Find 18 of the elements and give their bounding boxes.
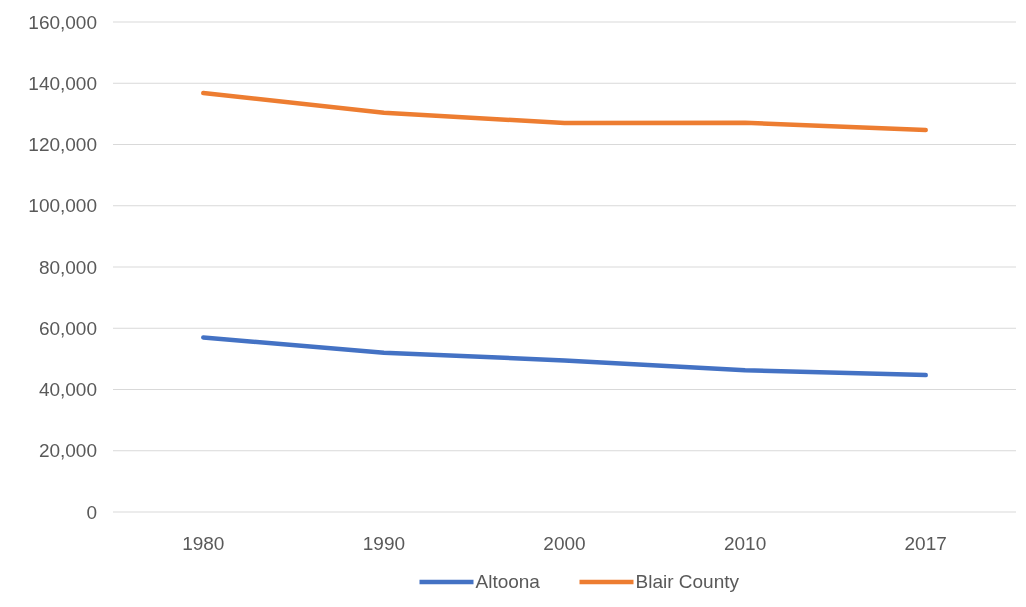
x-tick-label: 1990	[362, 533, 406, 554]
x-tick-label: 1980	[182, 533, 225, 554]
y-tick-label: 0	[86, 501, 97, 523]
legend-label: Blair County	[635, 571, 740, 592]
x-tick-label: 2000	[543, 533, 586, 554]
y-tick-label: 60,000	[38, 317, 97, 339]
y-tick-label: 80,000	[38, 256, 97, 278]
line-series	[201, 335, 928, 378]
y-tick-label: 160,000	[28, 11, 97, 33]
y-tick-label: 100,000	[28, 195, 97, 217]
x-tick-label: 2017	[904, 533, 947, 554]
y-tick-label: 20,000	[38, 440, 97, 462]
y-tick-label: 140,000	[28, 72, 97, 94]
y-tick-label: 40,000	[38, 379, 97, 401]
line-series	[201, 90, 928, 133]
legend-label: Altoona	[475, 571, 541, 592]
y-tick-label: 120,000	[28, 134, 97, 156]
x-tick-label: 2010	[723, 533, 767, 554]
